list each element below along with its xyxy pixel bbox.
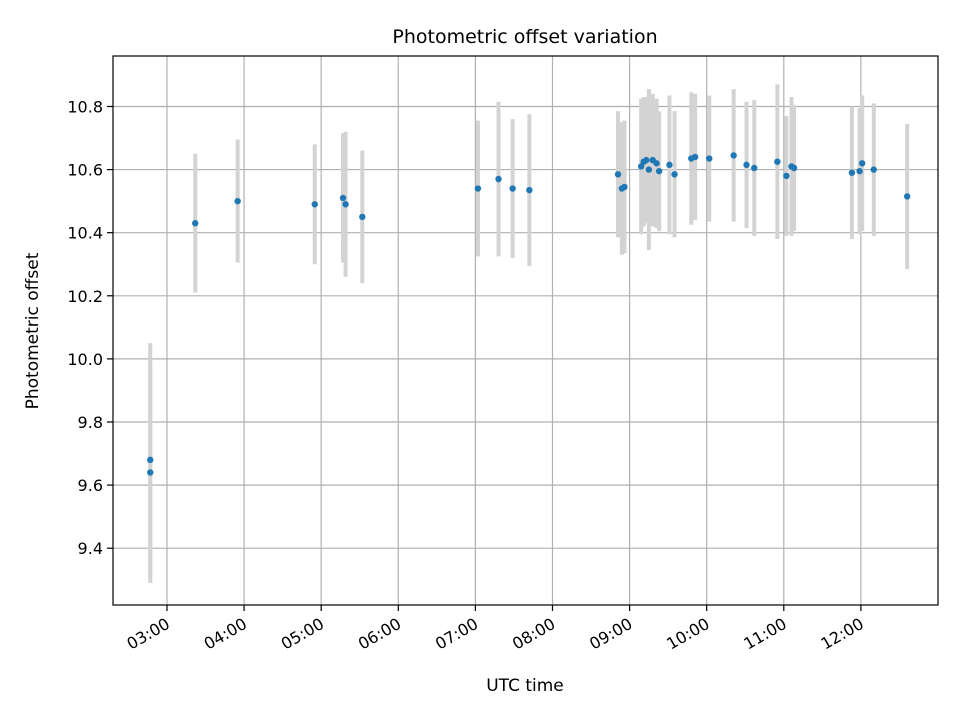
data-point [614, 171, 622, 178]
data-point [743, 161, 750, 169]
plot-frame [112, 55, 939, 606]
data-point [339, 194, 347, 202]
y-tick-label: 9.4 [78, 539, 103, 558]
chart-title: Photometric offset variation [392, 26, 657, 48]
y-axis-label: Photometric offset [23, 252, 43, 409]
data-point [645, 166, 653, 173]
y-tick-label: 9.8 [78, 413, 103, 432]
data-point [751, 164, 758, 172]
y-tick-label: 10.4 [67, 224, 103, 243]
data-point [783, 172, 790, 180]
data-point [509, 185, 516, 192]
data-point [774, 158, 781, 165]
x-axis-label: UTC time [486, 676, 564, 696]
data-points [147, 152, 911, 476]
data-point [730, 152, 737, 159]
data-point [234, 197, 241, 205]
data-point [856, 167, 863, 175]
data-point [848, 169, 856, 176]
grid [113, 56, 938, 605]
y-tick-label: 10.6 [67, 161, 103, 180]
data-point [311, 201, 318, 208]
y-tick-label: 10.2 [67, 287, 103, 306]
data-point [147, 469, 154, 476]
data-point [495, 175, 502, 183]
data-point [671, 171, 678, 178]
data-point [643, 156, 650, 164]
data-point [903, 193, 911, 200]
data-point [653, 160, 660, 167]
data-point [342, 201, 349, 208]
y-tick-label: 10.8 [67, 97, 103, 116]
y-tick-label: 10.0 [67, 350, 103, 369]
y-axis-ticks: 9.4 9.6 9.8 10.0 10.2 10.4 10.6 10.8 [67, 97, 113, 558]
data-point [637, 163, 645, 170]
data-point [666, 161, 673, 169]
data-point [359, 213, 366, 221]
data-point [706, 155, 713, 162]
data-point [192, 220, 199, 227]
data-point [790, 164, 798, 172]
data-point [858, 160, 866, 167]
data-point [655, 167, 663, 175]
data-point [621, 183, 628, 191]
data-point [870, 166, 877, 173]
data-point [691, 153, 699, 161]
data-point [526, 186, 533, 194]
data-point [147, 456, 154, 464]
y-tick-label: 9.6 [78, 476, 103, 495]
data-point [474, 185, 482, 192]
